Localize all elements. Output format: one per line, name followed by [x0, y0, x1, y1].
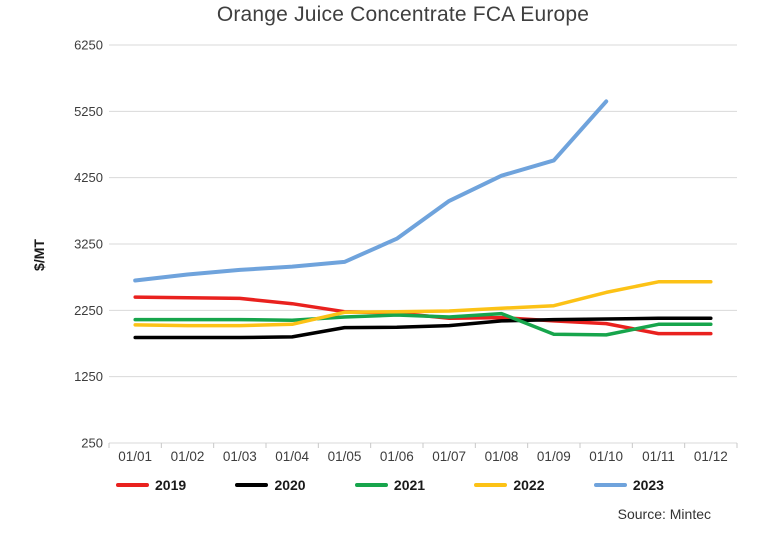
y-tick-label: 2250	[74, 303, 103, 318]
y-tick-label: 250	[81, 436, 103, 451]
legend-label-2022: 2022	[513, 477, 545, 493]
y-tick-label: 6250	[74, 38, 103, 53]
x-tick-label: 01/07	[432, 449, 466, 464]
x-tick-label: 01/01	[118, 449, 152, 464]
legend-item-2023: 2023	[593, 477, 664, 493]
series-line-2023	[133, 99, 609, 283]
series-line-2022	[133, 280, 713, 328]
x-tick-label: 01/03	[223, 449, 257, 464]
y-tick-label: 5250	[74, 104, 103, 119]
x-tick-label: 01/05	[328, 449, 362, 464]
y-tick-label: 1250	[74, 369, 103, 384]
y-tick-label: 4250	[74, 170, 103, 185]
series-line-2020	[133, 316, 713, 340]
legend-swatch-2022	[474, 483, 508, 487]
legend-label-2021: 2021	[393, 477, 426, 493]
x-tick-label: 01/10	[589, 449, 623, 464]
x-tick-label: 01/02	[171, 449, 205, 464]
legend: 2019 2020 2021 2022 2023	[116, 477, 664, 493]
legend-swatch-2023	[593, 483, 627, 487]
legend-label-2020: 2020	[274, 477, 306, 493]
y-tick-label: 3250	[74, 237, 103, 252]
legend-item-2021: 2021	[354, 477, 426, 493]
x-tick-label: 01/06	[380, 449, 414, 464]
x-tick-label: 01/09	[537, 449, 571, 464]
series-line-2021	[133, 311, 713, 337]
legend-label-2019: 2019	[155, 477, 187, 493]
chart-title: Orange Juice Concentrate FCA Europe	[216, 3, 590, 26]
legend-label-2023: 2023	[632, 477, 664, 493]
x-tick-label: 01/12	[694, 449, 728, 464]
x-tick-label: 01/08	[485, 449, 519, 464]
x-tick-label: 01/11	[642, 449, 675, 464]
legend-swatch-2020	[235, 483, 269, 487]
source-note: Source: Mintec	[617, 506, 711, 522]
legend-swatch-2019	[116, 483, 149, 487]
x-tick-label: 01/04	[275, 449, 309, 464]
legend-item-2022: 2022	[474, 477, 545, 493]
legend-swatch-2021	[354, 483, 388, 487]
legend-item-2020: 2020	[235, 477, 306, 493]
legend-item-2019: 2019	[116, 477, 186, 493]
